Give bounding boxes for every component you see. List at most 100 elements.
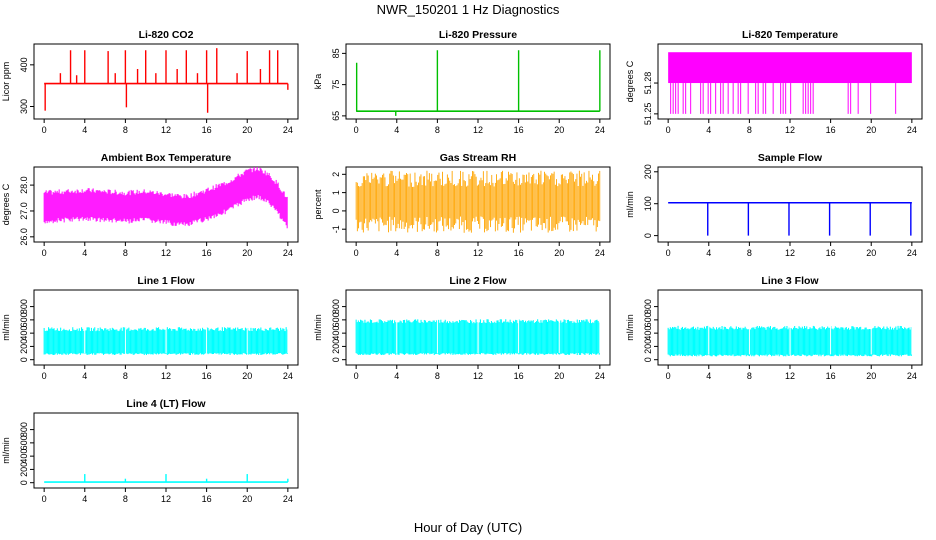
data-series	[44, 474, 289, 483]
x-tick-label: 0	[354, 371, 359, 381]
x-tick-label: 20	[242, 494, 252, 504]
panel-title: Line 1 Flow	[137, 275, 195, 287]
x-tick-label: 12	[785, 371, 795, 381]
plot-frame	[345, 166, 611, 243]
y-tick-label: 200	[19, 462, 29, 477]
x-tick-label: 20	[866, 248, 876, 258]
panel-title: Line 4 (LT) Flow	[126, 398, 206, 410]
y-tick-label: 200	[19, 339, 29, 354]
panel-8: Line 2 Flow ml/min 0 4 8 12 16 20 24 0 20040060080…	[313, 275, 611, 381]
x-tick-label: 0	[666, 125, 671, 135]
data-series	[355, 319, 601, 356]
x-tick-label: 8	[123, 125, 128, 135]
panel-9: Line 3 Flow ml/min 0 4 8 12 16 20 24 0 20040060080…	[625, 275, 923, 381]
x-tick-label: 4	[706, 371, 711, 381]
y-tick-label: 85	[331, 48, 341, 58]
x-tick-label: 8	[123, 371, 128, 381]
y-tick-label: 300	[19, 99, 29, 114]
x-tick-label: 4	[706, 125, 711, 135]
y-tick-label: 400	[331, 326, 341, 341]
x-tick-label: 12	[473, 248, 483, 258]
x-tick-label: 16	[202, 248, 212, 258]
x-tick-label: 0	[666, 371, 671, 381]
panel-title: Line 3 Flow	[761, 275, 819, 287]
x-tick-label: 4	[706, 248, 711, 258]
y-tick-label: 400	[643, 326, 653, 341]
x-tick-label: 16	[202, 371, 212, 381]
x-tick-label: 0	[42, 125, 47, 135]
x-tick-label: 24	[283, 371, 293, 381]
y-axis-label: ml/min	[625, 314, 635, 341]
panel-1: Li-820 CO2 Licor ppm 0 4 8 12 16 20 24 300 400	[1, 29, 299, 135]
panel-7: Line 1 Flow ml/min 0 4 8 12 16 20 24 0 20040060080…	[1, 275, 299, 381]
y-tick-label: 800	[643, 299, 653, 314]
y-tick-label: 27.0	[19, 202, 29, 220]
x-tick-label: 24	[595, 371, 605, 381]
x-tick-label: 8	[435, 125, 440, 135]
plot-frame	[345, 43, 611, 120]
x-tick-label: 24	[595, 248, 605, 258]
x-tick-label: 16	[514, 125, 524, 135]
x-tick-label: 24	[907, 125, 917, 135]
x-tick-label: 0	[354, 125, 359, 135]
x-tick-label: 4	[394, 125, 399, 135]
y-tick-label: 600	[19, 435, 29, 450]
x-tick-label: 24	[907, 248, 917, 258]
data-series	[43, 167, 288, 229]
x-tick-label: 20	[866, 371, 876, 381]
x-tick-label: 20	[866, 125, 876, 135]
x-tick-label: 12	[785, 248, 795, 258]
x-tick-label: 8	[747, 371, 752, 381]
x-tick-label: 4	[82, 371, 87, 381]
x-tick-label: 20	[554, 371, 564, 381]
panel-title: Ambient Box Temperature	[101, 152, 232, 164]
y-tick-label: 400	[19, 326, 29, 341]
y-tick-label: 200	[643, 339, 653, 354]
panel-10: Line 4 (LT) Flow ml/min 0 4 8 12 16 20 24 0 200400…	[1, 398, 299, 504]
x-tick-label: 20	[242, 248, 252, 258]
y-tick-label: 2	[331, 172, 341, 177]
x-tick-label: 0	[42, 371, 47, 381]
y-tick-label: 600	[643, 312, 653, 327]
panel-2: Li-820 Pressure kPa 0 4 8 12 16 20 24 65 75 85	[313, 29, 611, 135]
y-axis-label: degrees C	[1, 183, 11, 225]
panel-title: Li-820 Pressure	[439, 29, 517, 41]
data-series	[355, 50, 601, 116]
y-tick-label: 65	[331, 111, 341, 121]
y-tick-label: 200	[331, 339, 341, 354]
y-tick-label: 51.28	[643, 72, 653, 95]
y-tick-label: 200	[643, 164, 653, 179]
y-tick-label: 1	[331, 190, 341, 195]
panel-title: Sample Flow	[758, 152, 823, 164]
x-tick-label: 16	[514, 371, 524, 381]
panel-title: Gas Stream RH	[440, 152, 516, 164]
y-axis-label: percent	[313, 189, 323, 220]
x-tick-label: 16	[826, 125, 836, 135]
x-tick-label: 12	[473, 125, 483, 135]
x-tick-label: 8	[747, 125, 752, 135]
y-tick-label: 28.0	[19, 176, 29, 194]
y-axis-label: kPa	[313, 74, 323, 90]
y-tick-label: 800	[19, 422, 29, 437]
x-tick-label: 20	[242, 371, 252, 381]
y-axis-label: degrees C	[625, 60, 635, 102]
x-tick-label: 8	[435, 371, 440, 381]
panel-title: Li-820 CO2	[139, 29, 194, 41]
x-tick-label: 4	[82, 494, 87, 504]
y-tick-label: 0	[643, 357, 653, 362]
y-tick-label: 0	[331, 357, 341, 362]
x-tick-label: 4	[82, 125, 87, 135]
x-tick-label: 4	[82, 248, 87, 258]
x-tick-label: 16	[826, 371, 836, 381]
y-axis-label: ml/min	[1, 314, 11, 341]
panel-4: Ambient Box Temperature degrees C 0 4 8 12 16 2…	[1, 152, 299, 258]
y-axis-label: ml/min	[1, 437, 11, 464]
y-tick-label: 400	[19, 57, 29, 72]
x-tick-label: 4	[394, 248, 399, 258]
y-tick-label: 75	[331, 80, 341, 90]
x-tick-label: 16	[202, 125, 212, 135]
x-tick-label: 12	[473, 371, 483, 381]
x-tick-label: 16	[514, 248, 524, 258]
panel-title: Li-820 Temperature	[742, 29, 838, 41]
plot-frame	[657, 166, 923, 243]
